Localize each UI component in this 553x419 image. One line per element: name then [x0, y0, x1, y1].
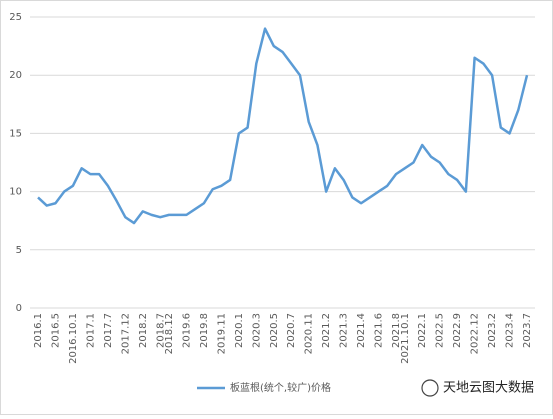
x-tick-label: 2022.9 [452, 313, 463, 348]
x-tick-label: 2019.6 [181, 313, 192, 348]
x-tick-label: 2016.5 [50, 313, 61, 348]
x-tick-label: 2021.2 [321, 313, 332, 348]
x-tick-label: 2023.2 [487, 313, 498, 348]
x-tick-label: 2021.6 [374, 313, 385, 348]
x-tick-label: 2016.10.1 [68, 313, 79, 364]
x-tick-label: 2018.12 [164, 313, 175, 354]
data-line [37, 27, 529, 225]
x-tick-label: 2018.2 [138, 313, 149, 348]
x-tick-label: 2017.7 [103, 313, 114, 348]
x-tick-label: 2018.7 [155, 313, 166, 348]
x-tick-label: 2021.4 [356, 313, 367, 348]
x-tick-label: 2023.7 [522, 313, 533, 348]
y-tick-label: 15 [9, 128, 22, 139]
x-tick-label: 2021.8 [391, 313, 402, 348]
x-tick-label: 2020.1 [234, 313, 245, 348]
x-tick-label: 2017.12 [120, 313, 131, 354]
y-tick-label: 20 [9, 70, 22, 81]
x-tick-label: 2019.8 [199, 313, 210, 348]
x-tick-label: 2020.3 [251, 313, 262, 348]
y-tick-label: 25 [9, 12, 22, 23]
y-tick-label: 0 [16, 303, 22, 314]
watermark-text: 天地云图大数据 [443, 381, 534, 396]
legend-label: 板蓝根(统个,较广)价格 [230, 381, 331, 394]
x-tick-label: 2022.12 [470, 313, 481, 354]
x-tick-label: 2022.1 [417, 313, 428, 348]
x-tick-label: 2021.3 [339, 313, 350, 348]
x-tick-label: 2017.1 [85, 313, 96, 348]
x-tick-label: 2022.5 [435, 313, 446, 348]
x-tick-label: 2020.11 [304, 313, 315, 354]
x-tick-label: 2020.7 [286, 313, 297, 348]
x-tick-label: 2021.10.1 [400, 313, 411, 364]
x-tick-label: 2020.5 [269, 313, 280, 348]
watermark: 天地云图大数据 [421, 379, 534, 397]
x-tick-label: 2016.1 [33, 313, 44, 348]
watermark-icon [421, 379, 439, 397]
x-tick-label: 2023.4 [505, 313, 516, 348]
y-tick-label: 10 [9, 187, 22, 198]
x-tick-label: 2019.11 [216, 313, 227, 354]
y-tick-label: 5 [16, 245, 22, 256]
